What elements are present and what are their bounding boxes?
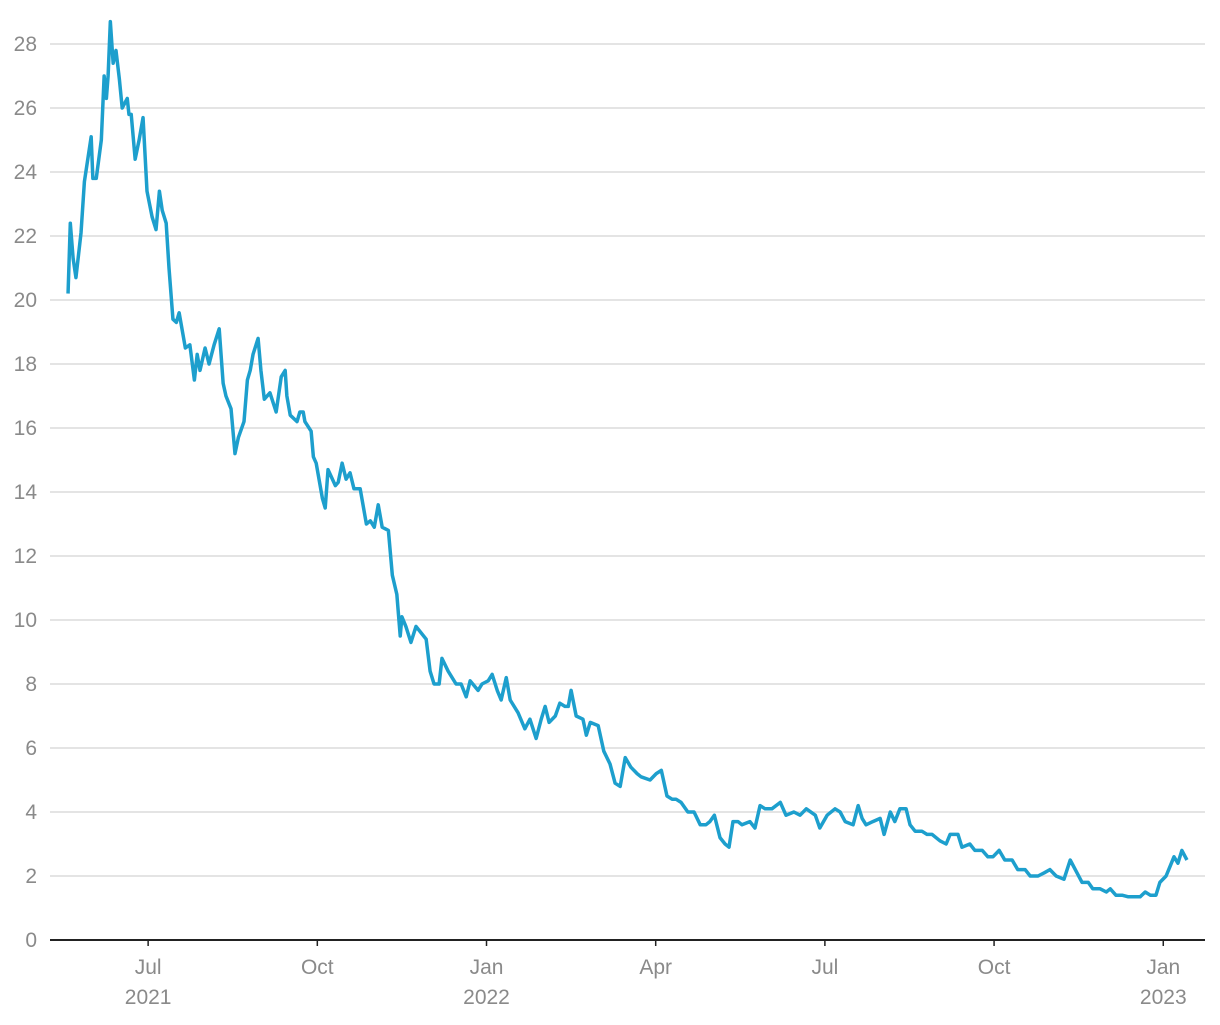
y-tick-label: 12: [14, 545, 37, 568]
y-tick-label: 28: [14, 33, 37, 56]
y-tick-label: 18: [14, 353, 37, 376]
y-tick-label: 6: [25, 737, 37, 760]
y-tick-label: 24: [14, 161, 38, 184]
y-tick-label: 16: [14, 417, 37, 440]
x-tick-label: Jan 2023: [1140, 956, 1187, 1009]
x-tick-label: Oct: [978, 956, 1011, 979]
y-tick-label: 0: [25, 929, 37, 952]
x-tick-label: Jan 2022: [463, 956, 510, 1009]
price-line: [66, 19, 1189, 899]
y-tick-label: 26: [14, 97, 37, 120]
y-tick-label: 10: [14, 609, 37, 632]
y-tick-label: 20: [14, 289, 37, 312]
x-tick-label: Oct: [301, 956, 334, 979]
y-tick-label: 8: [25, 673, 37, 696]
y-tick-label: 14: [14, 481, 38, 504]
y-tick-label: 2: [25, 865, 37, 888]
x-tick-label: Apr: [639, 956, 672, 979]
x-tick-label: Jul 2021: [125, 956, 172, 1009]
y-tick-label: 4: [25, 801, 37, 824]
y-tick-label: 22: [14, 225, 37, 248]
x-tick-label: Jul: [811, 956, 838, 979]
